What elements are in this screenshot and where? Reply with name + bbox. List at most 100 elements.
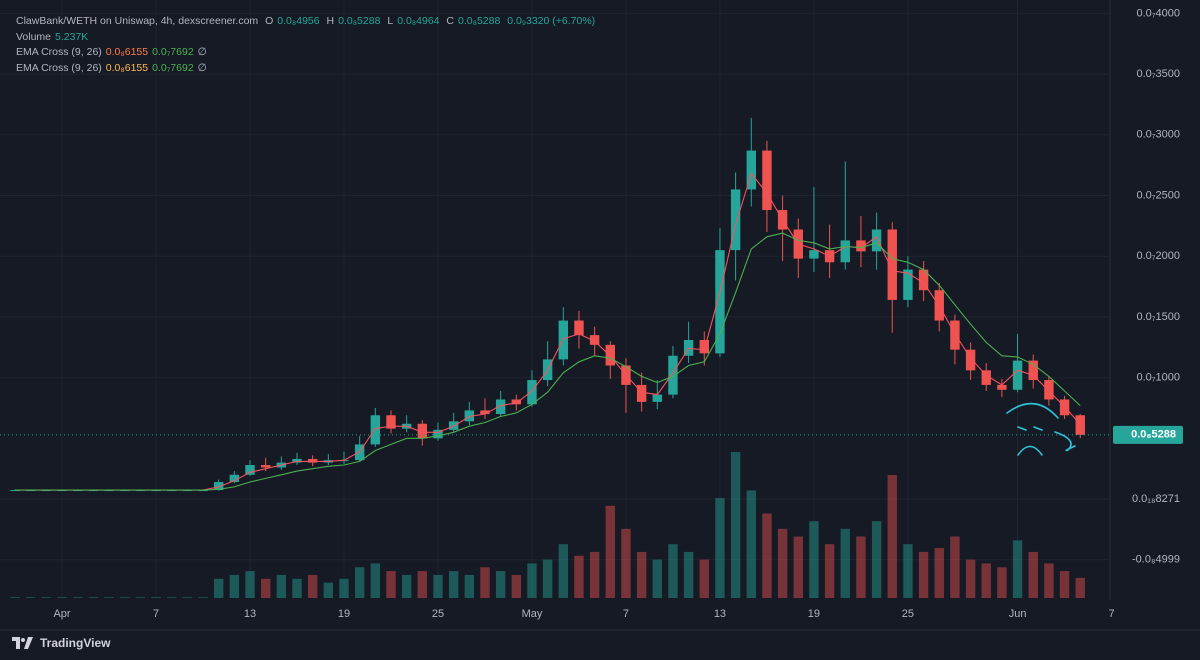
volume-bar [762, 513, 772, 598]
brand[interactable]: TradingView [12, 636, 110, 650]
volume-bar [213, 578, 224, 598]
volume-bar [746, 490, 756, 598]
volume-bar [856, 536, 866, 598]
indicator-icon[interactable]: ∅ [197, 46, 207, 58]
candle-body [668, 355, 678, 395]
doodle-mouth [1017, 445, 1043, 456]
legend-row: EMA Cross (9, 26) 0.0₈6155 0.0₇7692 ∅ [16, 61, 599, 77]
candle-body [1044, 380, 1054, 400]
x-tick-label: 7 [153, 608, 159, 620]
volume-bar [934, 548, 944, 598]
candle-body [574, 320, 584, 336]
volume-bar [542, 559, 553, 598]
candle-body [229, 474, 240, 483]
x-tick-label: 19 [338, 608, 350, 620]
candles [10, 117, 1085, 492]
indicator-slow: 0.0₇7692 [152, 46, 194, 58]
x-tick-label: 7 [623, 608, 629, 620]
doodle-brow [1006, 402, 1059, 419]
volume-bar [652, 559, 662, 598]
candle-body [652, 394, 662, 402]
candle-body [433, 429, 443, 439]
candle-body [840, 240, 850, 263]
symbol: ClawBank/WETH on Uniswap, 4h, dexscreene… [16, 15, 259, 27]
ohlc-key: L [387, 15, 394, 27]
volume-bar [104, 597, 114, 598]
legend-row: ClawBank/WETH on Uniswap, 4h, dexscreene… [16, 14, 599, 30]
change: 0.0₉3320 (+6.70%) [507, 15, 596, 27]
ohlc-value: 0.0₈5288 [458, 15, 501, 27]
volume-bar [417, 571, 428, 598]
ohlc-key: O [265, 15, 274, 27]
volume-bar [511, 574, 522, 598]
x-tick-label: 19 [808, 608, 820, 620]
indicator-icon[interactable]: ∅ [197, 61, 207, 74]
candle-body [887, 229, 897, 300]
candle-body [260, 465, 271, 468]
candle-body [386, 415, 396, 429]
volume-bar [72, 597, 83, 598]
candle-body [464, 410, 475, 422]
volume-bar [715, 498, 725, 598]
volume-bar [10, 597, 20, 598]
volume-bar [292, 578, 302, 598]
legend: ClawBank/WETH on Uniswap, 4h, dexscreene… [16, 14, 599, 76]
candle-body [636, 384, 647, 402]
volume-bar [448, 571, 459, 598]
volume-bar [41, 597, 52, 598]
volume-bar [793, 536, 803, 598]
volume-bar [480, 567, 490, 598]
volume-name: Volume [16, 30, 52, 43]
volume-bar [871, 521, 882, 598]
candle-body [903, 269, 913, 300]
volume-bar [464, 574, 475, 598]
x-tick-label: Jun [1009, 608, 1027, 620]
candle-body [511, 399, 522, 405]
candle-body [589, 335, 600, 345]
grid [0, 0, 1110, 598]
volume-bar [135, 597, 146, 598]
volume-bar [182, 597, 193, 598]
volume-bar [370, 563, 381, 598]
volume-bar [527, 563, 537, 598]
y-tick-label: 0.0₁₈8271 [1132, 493, 1180, 505]
y-tick-label: 0.0₇2500 [1136, 189, 1180, 201]
y-tick-label: 0.0₇1000 [1136, 372, 1180, 384]
ema-line [15, 232, 1081, 491]
volume-bar [1075, 577, 1085, 598]
volume-bar [323, 582, 334, 598]
volume-bar [26, 597, 36, 598]
volume-bar [636, 551, 647, 598]
x-tick-label: 25 [902, 608, 914, 620]
volume-bar [668, 544, 678, 598]
volume-bar [1059, 571, 1070, 598]
candle-body [495, 399, 506, 415]
candle-body [981, 370, 991, 385]
volume-bar [245, 571, 255, 598]
volume-bar [840, 528, 850, 598]
candle-body [480, 410, 490, 415]
candle-body [1028, 360, 1038, 381]
volume-bar [918, 551, 929, 598]
volume-bar [997, 567, 1007, 598]
volume-pane [10, 452, 1085, 598]
volume-bar [1012, 540, 1023, 598]
volume-bar [699, 559, 709, 598]
y-tick-label: 0.0₇3000 [1136, 129, 1180, 141]
candle-body [1075, 415, 1085, 435]
volume-bar [621, 528, 631, 598]
volume-bar [887, 475, 897, 598]
candle-body [213, 482, 224, 491]
y-tick-label: 0.0₇4000 [1136, 7, 1180, 19]
candle-body [292, 458, 302, 463]
price-label: 0.0₈5288 [1131, 429, 1176, 441]
volume-bar [151, 597, 161, 598]
y-tick-label: 0.0₇1500 [1136, 311, 1180, 323]
volume-bar [119, 597, 130, 598]
y-tick-label: 0.0₇3500 [1136, 68, 1180, 80]
x-tick-label: Apr [53, 608, 70, 620]
candle-body [762, 150, 772, 211]
volume-bar [307, 574, 318, 598]
